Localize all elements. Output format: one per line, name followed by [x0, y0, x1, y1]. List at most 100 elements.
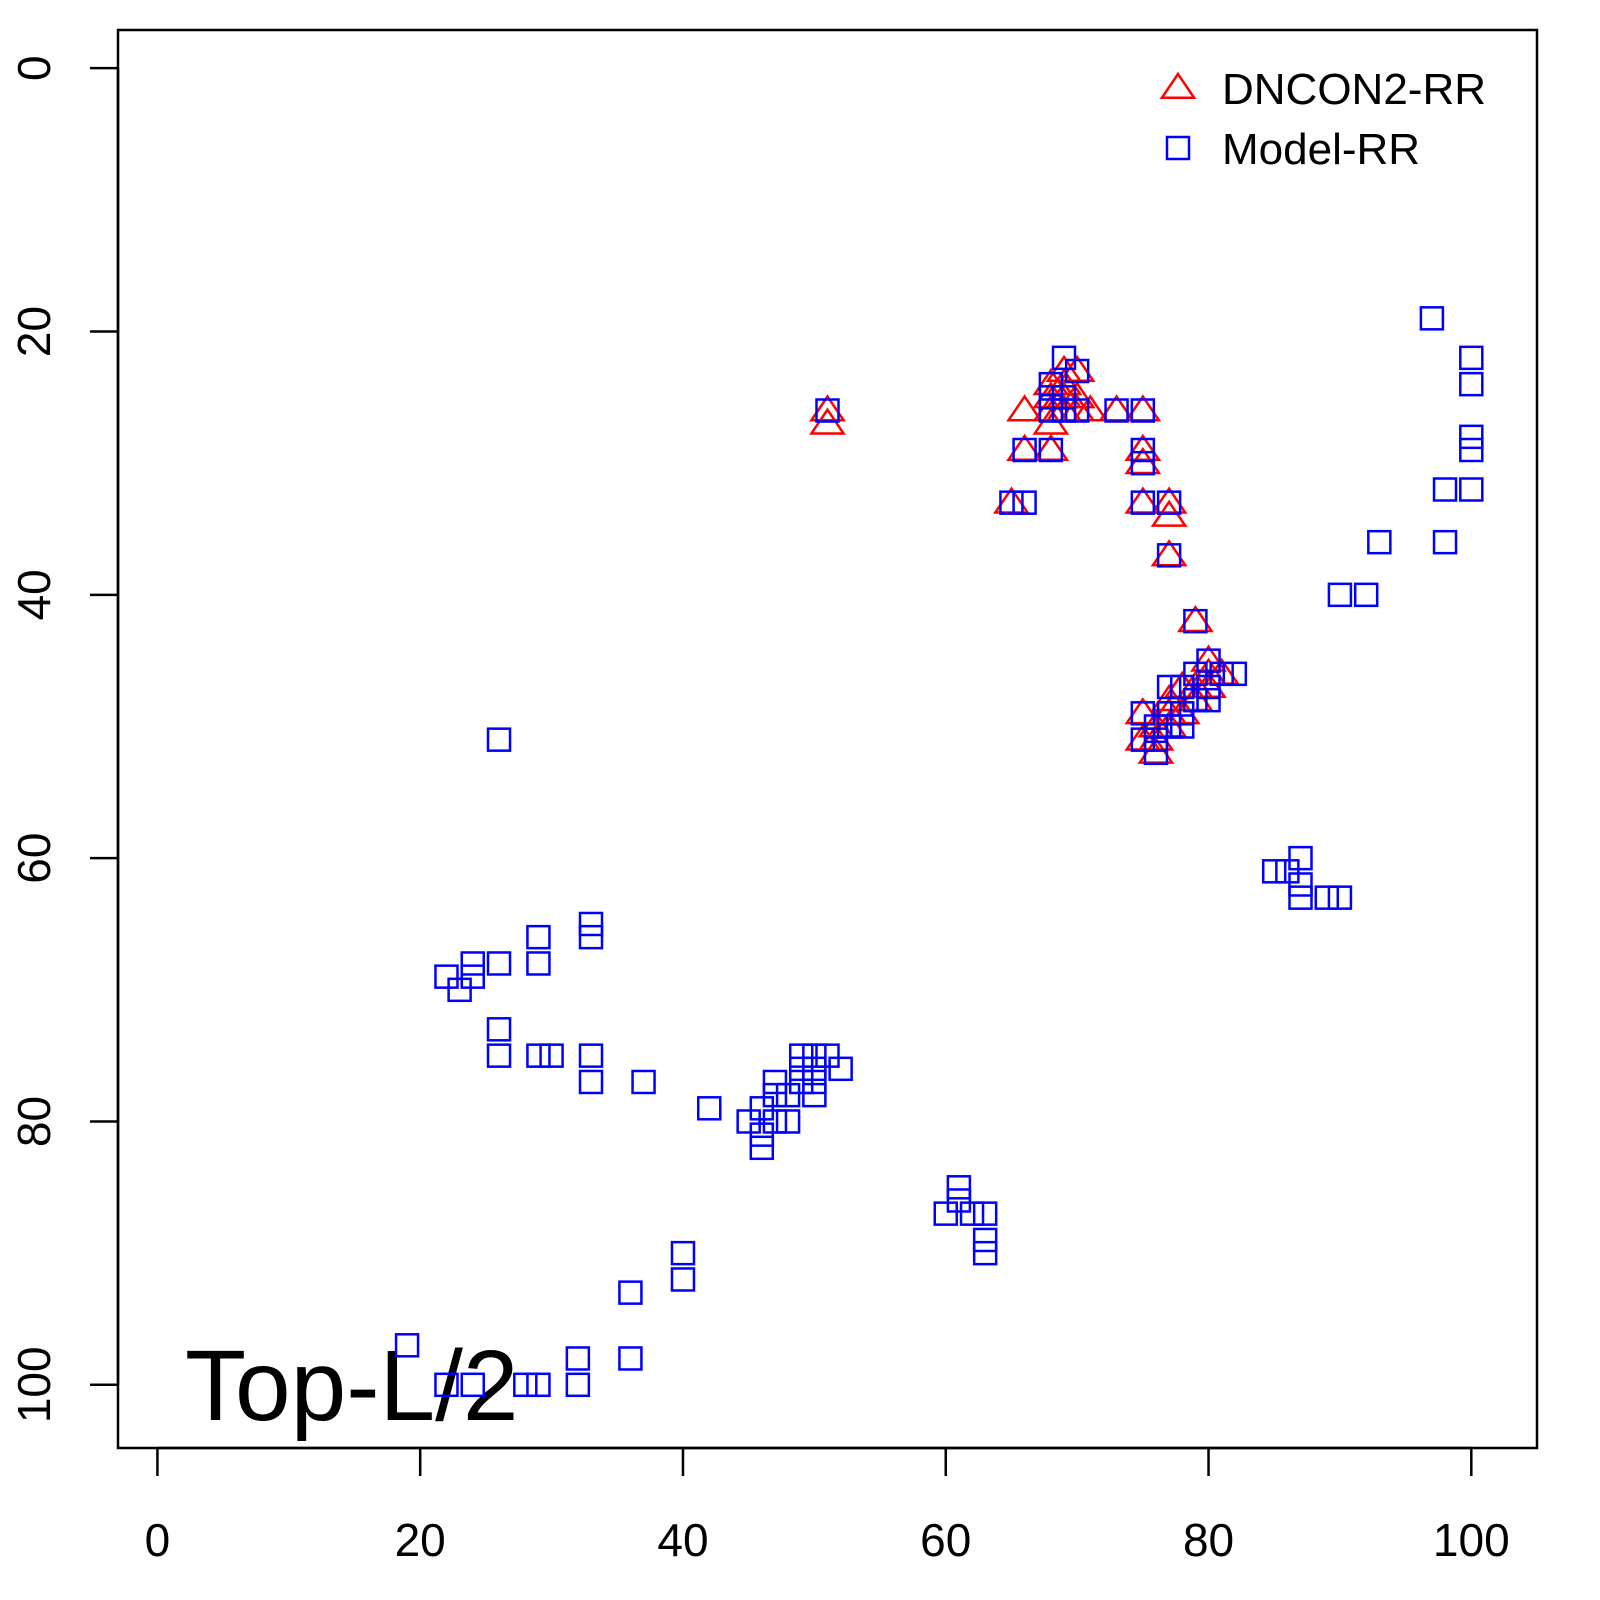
legend-marker	[1165, 135, 1191, 161]
point	[565, 1372, 591, 1398]
legend-marker	[1159, 71, 1197, 100]
point	[1367, 529, 1392, 555]
point	[1156, 714, 1182, 739]
point	[1064, 358, 1090, 384]
point	[1459, 477, 1484, 502]
point	[1012, 437, 1037, 463]
point	[1327, 582, 1353, 608]
point	[526, 1372, 551, 1398]
point	[1432, 529, 1458, 555]
point	[802, 1056, 827, 1082]
point	[578, 1043, 604, 1068]
point	[1459, 424, 1484, 450]
point	[1275, 859, 1300, 884]
point	[618, 1346, 643, 1371]
y-tick-label: 20	[8, 306, 60, 357]
x-tick-label: 100	[1433, 1514, 1510, 1566]
point	[1130, 490, 1156, 515]
point	[1051, 345, 1077, 371]
point	[762, 1109, 788, 1134]
point	[1038, 437, 1064, 463]
point	[526, 951, 551, 976]
point	[460, 1372, 485, 1398]
point	[1051, 398, 1077, 423]
point	[565, 1346, 591, 1371]
point	[1170, 714, 1195, 739]
y-tick-label: 80	[8, 1096, 60, 1147]
point	[1170, 701, 1195, 726]
point	[972, 1201, 998, 1226]
point	[1288, 885, 1313, 910]
point	[1130, 398, 1156, 423]
point	[946, 1175, 972, 1200]
y-tick-label: 60	[8, 833, 60, 884]
point	[1196, 687, 1221, 713]
annotation: Top-L/2	[185, 1330, 519, 1442]
point	[815, 398, 840, 423]
point	[736, 1109, 761, 1134]
point	[749, 1122, 775, 1147]
point	[1130, 437, 1156, 463]
point	[670, 1267, 696, 1292]
point	[972, 1240, 998, 1266]
point	[1143, 714, 1169, 739]
point	[933, 1201, 958, 1226]
point	[1459, 371, 1484, 397]
point	[578, 924, 604, 950]
point	[526, 924, 551, 950]
point	[1143, 740, 1169, 766]
point	[578, 911, 604, 937]
point	[1353, 582, 1379, 608]
point	[1170, 674, 1195, 700]
y-tick-label: 100	[8, 1346, 60, 1423]
point	[1038, 398, 1064, 423]
point	[1038, 385, 1064, 410]
point	[802, 1069, 827, 1095]
point	[1261, 859, 1287, 884]
point	[1288, 845, 1313, 871]
legend-label: DNCON2-RR	[1222, 65, 1486, 114]
point	[460, 964, 485, 989]
point	[1130, 701, 1156, 726]
point	[775, 1082, 801, 1108]
point	[802, 1082, 827, 1108]
point	[959, 1201, 985, 1226]
point	[815, 1043, 840, 1068]
x-tick-label: 60	[920, 1514, 971, 1566]
point	[1314, 885, 1340, 910]
point	[1130, 727, 1156, 752]
legend-label: Model-RR	[1222, 125, 1420, 174]
point	[670, 1240, 696, 1266]
point	[1183, 687, 1208, 713]
point	[788, 1043, 814, 1068]
x-tick-label: 20	[395, 1514, 446, 1566]
plot-frame	[116, 28, 1539, 1450]
point	[486, 951, 512, 976]
point	[513, 1372, 538, 1398]
point	[1012, 490, 1037, 515]
point	[434, 964, 459, 989]
point	[788, 1056, 814, 1082]
point	[749, 1096, 775, 1121]
y-tick-label: 0	[8, 55, 60, 81]
point	[1459, 437, 1484, 463]
point	[1143, 727, 1169, 752]
point	[1209, 661, 1234, 687]
y-tick-label: 40	[8, 569, 60, 620]
point	[1156, 674, 1182, 700]
x-tick-label: 0	[145, 1514, 171, 1566]
point	[447, 977, 472, 1003]
point	[460, 951, 485, 976]
point	[578, 1069, 604, 1095]
point	[802, 1043, 827, 1068]
point	[1419, 306, 1445, 331]
point	[788, 1069, 814, 1095]
point	[1222, 661, 1248, 687]
point	[618, 1280, 643, 1305]
point	[631, 1069, 656, 1095]
point	[828, 1056, 853, 1082]
point	[1038, 371, 1064, 397]
point	[394, 1333, 420, 1358]
